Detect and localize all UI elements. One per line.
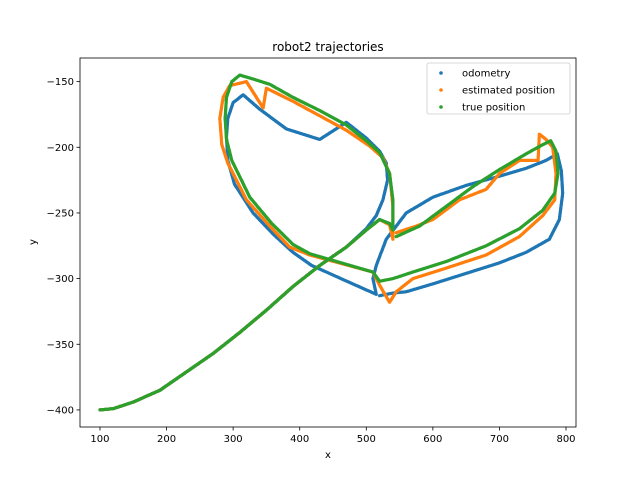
- legend-marker: [439, 71, 443, 75]
- x-tick-label: 800: [556, 434, 575, 445]
- data-point: [394, 231, 398, 235]
- legend: odometry estimated position true position: [426, 62, 571, 115]
- chart-title: robot2 trajectories: [272, 40, 383, 54]
- data-point: [378, 294, 382, 298]
- legend-box: [426, 62, 571, 115]
- y-tick-label: −400: [47, 405, 74, 416]
- x-tick-label: 300: [224, 434, 243, 445]
- series-layer: [98, 73, 565, 412]
- series-3: [98, 73, 560, 412]
- legend-label: estimated position: [462, 86, 555, 97]
- legend-marker: [439, 105, 443, 109]
- y-tick-label: −150: [47, 77, 74, 88]
- y-tick-label: −200: [47, 143, 74, 154]
- x-axis-label: x: [325, 450, 331, 461]
- x-tick-label: 600: [423, 434, 442, 445]
- legend-label: true position: [462, 103, 525, 114]
- y-axis-label: y: [28, 239, 39, 245]
- y-tick-label: −300: [47, 274, 74, 285]
- plot-frame: [79, 57, 577, 428]
- x-tick-label: 700: [490, 434, 509, 445]
- axes-layer: 100 200 300 400 500 600 700 800 −400 −350 −300 −250…: [47, 57, 577, 445]
- legend-label: odometry: [462, 69, 511, 80]
- data-point: [394, 235, 398, 239]
- x-tick-label: 400: [290, 434, 309, 445]
- x-tick-label: 100: [90, 434, 109, 445]
- x-tick-label: 500: [357, 434, 376, 445]
- x-tick-label: 200: [157, 434, 176, 445]
- y-tick-label: −250: [47, 208, 74, 219]
- legend-marker: [439, 88, 443, 92]
- y-tick-label: −350: [47, 340, 74, 351]
